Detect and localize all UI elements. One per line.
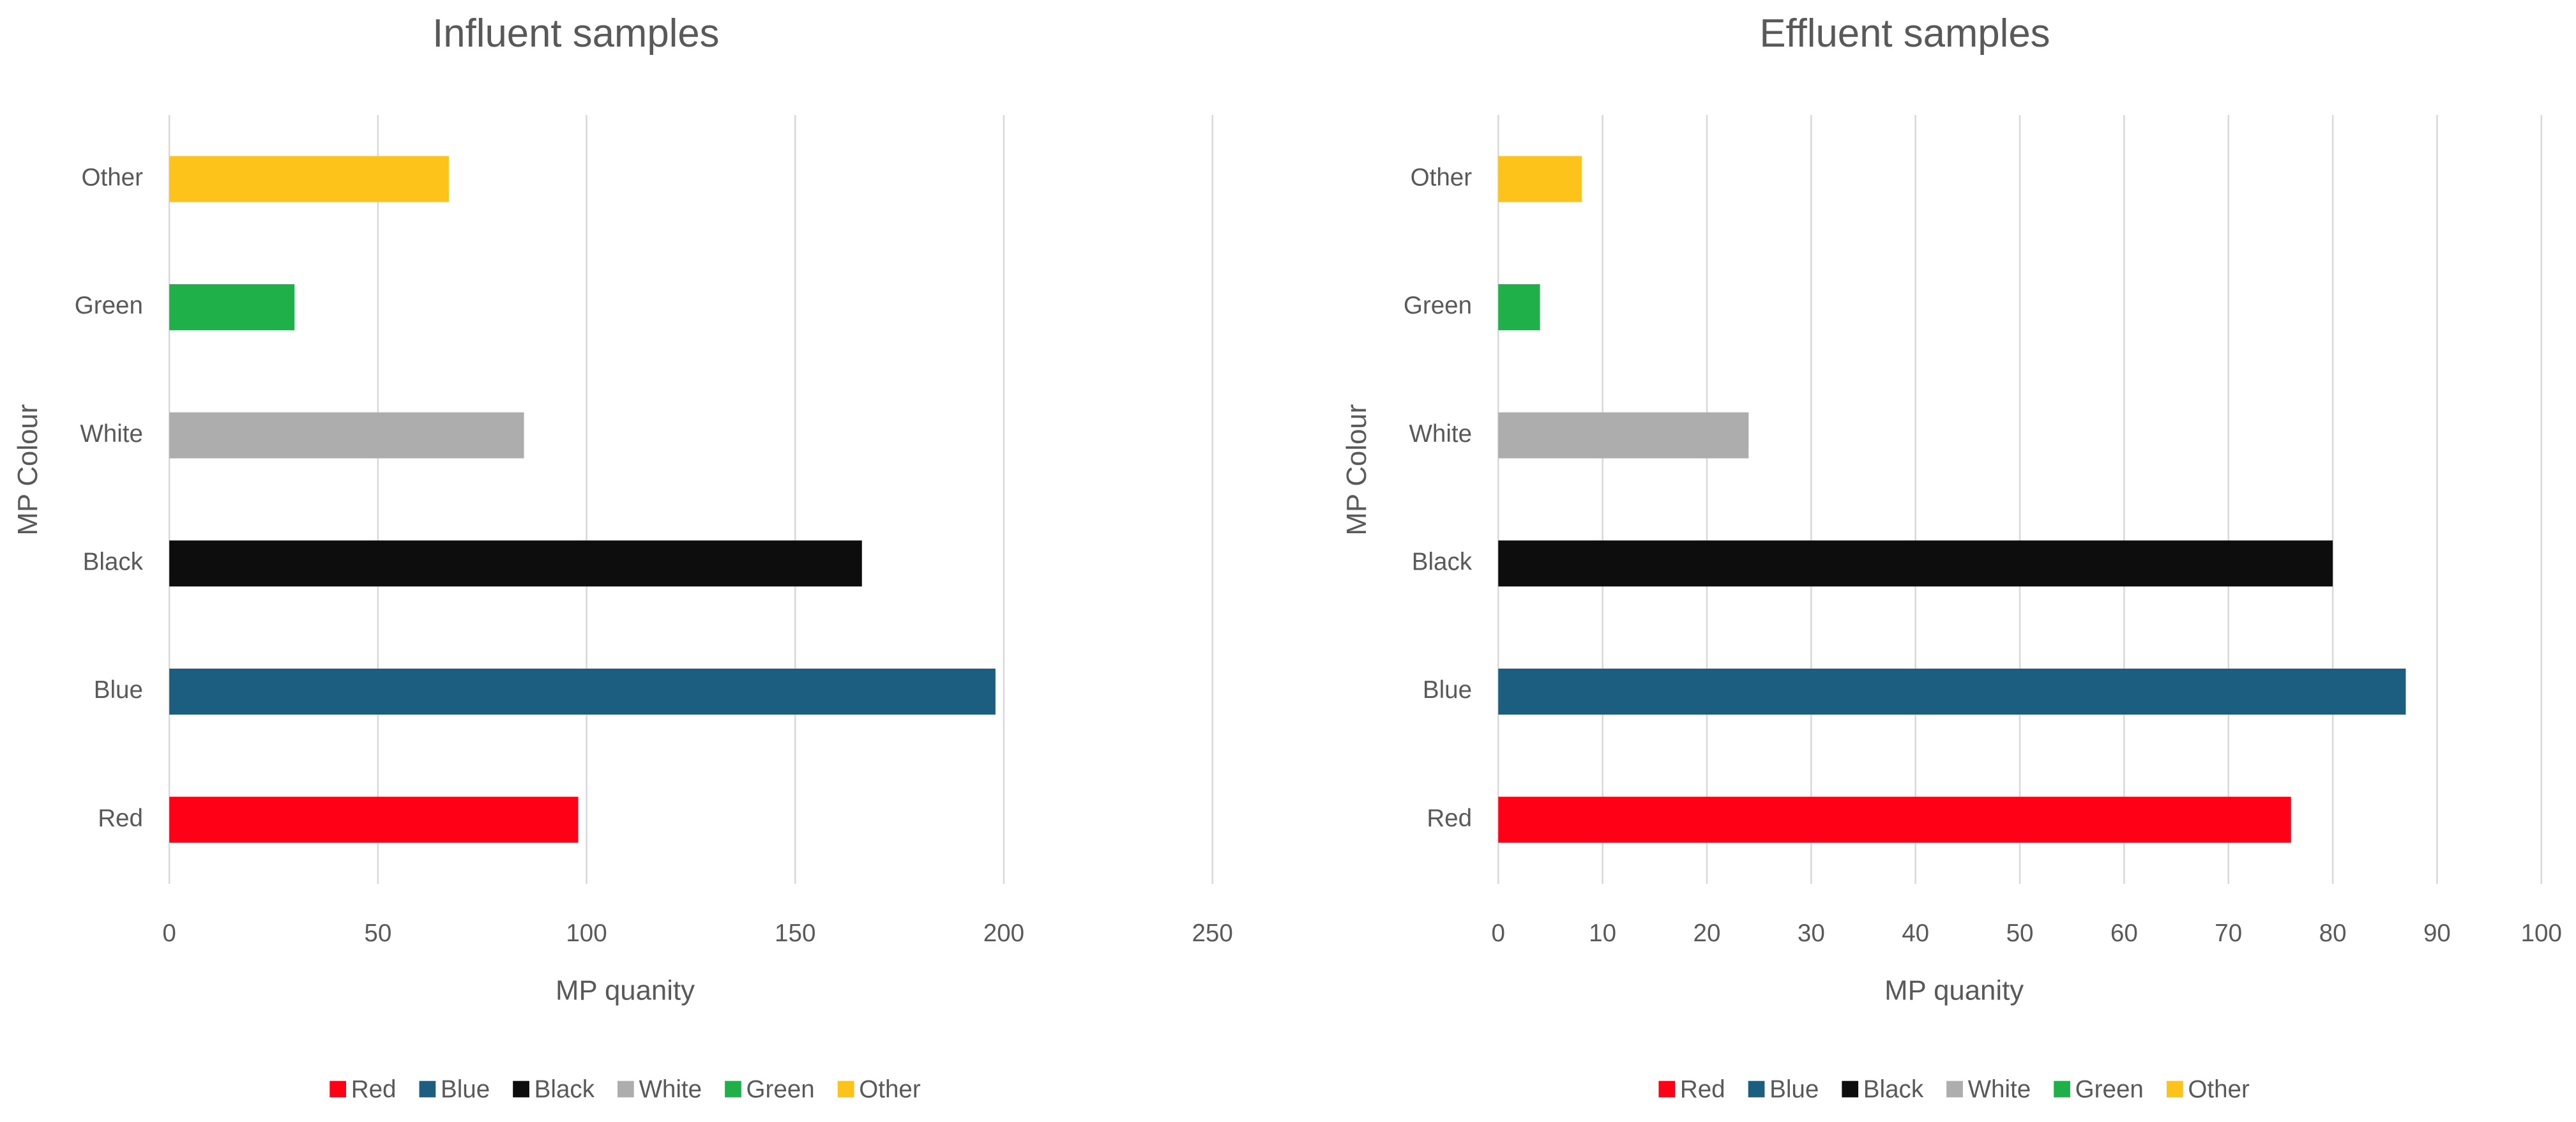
bar — [1498, 284, 1540, 331]
bar — [169, 668, 996, 715]
legend-swatch — [1946, 1080, 1963, 1098]
x-tick-label: 40 — [1902, 920, 1929, 947]
x-tick-label: 30 — [1798, 920, 1825, 947]
legend-swatch — [1658, 1080, 1676, 1098]
x-tick-label: 50 — [2006, 920, 2034, 947]
bar — [169, 156, 449, 202]
bar — [169, 412, 524, 459]
x-axis-title: MP quanity — [556, 974, 695, 1006]
y-tick-label: Blue — [1423, 676, 1472, 704]
legend-label: Blue — [1769, 1075, 1819, 1103]
y-tick-label: Black — [1412, 549, 1473, 576]
x-tick-label: 0 — [162, 920, 176, 947]
y-tick-label: Blue — [94, 676, 143, 704]
bar — [169, 284, 295, 331]
x-tick-label: 0 — [1492, 920, 1505, 947]
bar — [1498, 540, 2333, 587]
chart-title: Effluent samples — [1759, 11, 2050, 56]
x-tick-label: 80 — [2319, 920, 2347, 947]
y-tick-label: Red — [1427, 805, 1472, 832]
x-tick-label: 50 — [364, 920, 391, 947]
y-axis-title: MP Colour — [1341, 404, 1372, 536]
x-tick-label: 100 — [566, 920, 607, 947]
legend-label: White — [639, 1075, 702, 1103]
legend: Red Blue Black White Green Other — [330, 1075, 921, 1103]
y-tick-label: Green — [1404, 292, 1472, 319]
legend-label: Black — [534, 1075, 595, 1103]
x-tick-label: 250 — [1192, 920, 1232, 947]
y-tick-label: White — [1409, 420, 1472, 448]
x-tick-label: 60 — [2110, 920, 2138, 947]
legend-label: Other — [2188, 1075, 2250, 1103]
legend-swatch — [2166, 1080, 2183, 1098]
bar — [169, 796, 579, 843]
y-tick-label: Red — [98, 805, 143, 832]
legend-label: Other — [859, 1075, 921, 1103]
chart-title: Influent samples — [432, 11, 719, 56]
legend-label: Blue — [441, 1075, 490, 1103]
y-axis-title: MP Colour — [12, 404, 43, 536]
x-tick-label: 20 — [1693, 920, 1721, 947]
legend-swatch — [617, 1080, 634, 1098]
legend-label: Red — [351, 1075, 397, 1103]
y-tick-label: Other — [1411, 164, 1473, 192]
y-tick-label: Black — [83, 549, 144, 576]
legend: Red Blue Black White Green Other — [1658, 1075, 2250, 1103]
legend-label: Green — [746, 1075, 815, 1103]
legend-swatch — [1748, 1080, 1765, 1098]
y-tick-label: White — [80, 420, 143, 448]
legend-label: Black — [1863, 1075, 1924, 1103]
legend-swatch — [513, 1080, 529, 1098]
legend-label: White — [1968, 1075, 2031, 1103]
legend-swatch — [1842, 1080, 1859, 1098]
legend-label: Red — [1680, 1075, 1725, 1103]
bar — [1498, 156, 1582, 202]
legend-swatch — [2054, 1080, 2070, 1098]
legend-swatch — [419, 1080, 436, 1098]
bar — [1498, 796, 2291, 843]
legend-label: Green — [2075, 1075, 2144, 1103]
legend-swatch — [330, 1080, 347, 1098]
bar — [1498, 412, 1749, 459]
legend-swatch — [837, 1080, 854, 1098]
x-tick-label: 90 — [2423, 920, 2451, 947]
x-tick-label: 10 — [1589, 920, 1616, 947]
x-tick-label: 100 — [2521, 920, 2562, 947]
bar — [1498, 668, 2406, 715]
x-tick-label: 200 — [983, 920, 1024, 947]
legend-swatch — [725, 1080, 741, 1098]
x-tick-label: 150 — [775, 920, 815, 947]
bar — [169, 540, 862, 587]
y-tick-label: Other — [82, 164, 144, 192]
x-axis-title: MP quanity — [1884, 974, 2024, 1006]
y-tick-label: Green — [75, 292, 143, 319]
x-tick-label: 70 — [2215, 920, 2242, 947]
